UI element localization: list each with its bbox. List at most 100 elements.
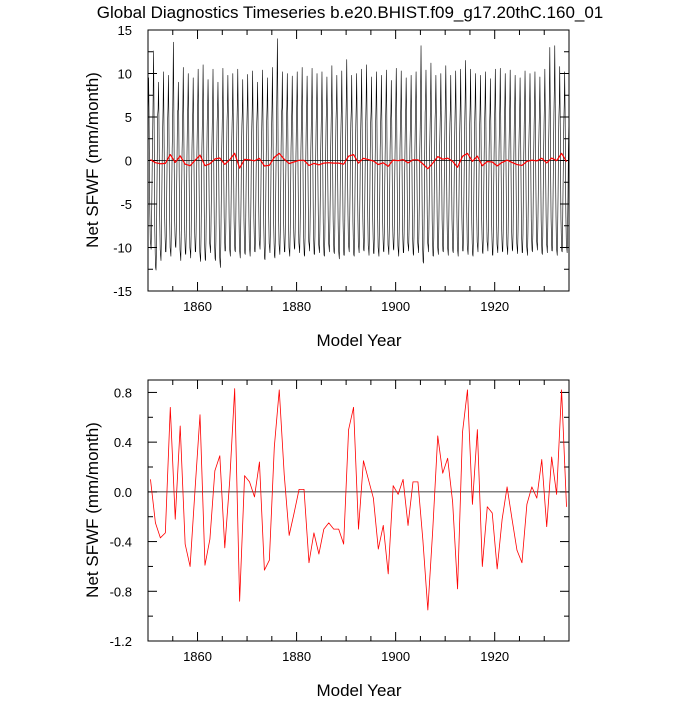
bottom-annual-point <box>184 543 186 545</box>
bottom-annual-point <box>333 528 335 530</box>
top-annual-point <box>467 153 468 154</box>
top-annual-point <box>283 158 285 160</box>
bottom-annual-point <box>472 503 473 505</box>
top-annual-point <box>323 162 325 164</box>
bottom-annual-point <box>496 568 498 570</box>
bottom-annual-series-line <box>150 388 567 611</box>
bottom-x-tick-label: 1900 <box>381 649 410 664</box>
bottom-y-tick-label: 0.4 <box>114 435 132 450</box>
top-annual-point <box>160 163 161 165</box>
bottom-annual-point <box>482 566 483 567</box>
top-annual-point <box>298 160 300 161</box>
top-annual-point <box>501 162 503 163</box>
bottom-annual-point <box>427 609 429 611</box>
top-annual-point <box>348 155 349 157</box>
bottom-annual-point <box>274 446 275 448</box>
top-annual-point <box>387 165 389 167</box>
bottom-annual-point <box>179 425 181 427</box>
top-annual-point <box>303 160 305 161</box>
top-annual-point <box>293 161 295 163</box>
top-annual-point <box>239 167 240 169</box>
top-annual-point <box>402 159 404 160</box>
bottom-annual-point <box>387 573 389 575</box>
top-annual-point <box>417 159 419 161</box>
bottom-annual-point <box>457 588 458 590</box>
top-annual-point <box>333 162 335 164</box>
top-annual-point <box>457 166 458 168</box>
top-x-tick-label: 1860 <box>183 299 212 314</box>
bottom-annual-point <box>452 501 453 503</box>
bottom-annual-point <box>531 486 533 488</box>
figure-title: Global Diagnostics Timeseries b.e20.BHIS… <box>97 3 604 22</box>
bottom-annual-point <box>402 479 404 480</box>
bottom-annual-point <box>536 497 538 499</box>
top-x-axis-title: Model Year <box>316 331 401 350</box>
bottom-annual-point <box>165 532 166 534</box>
top-annual-point <box>278 153 280 154</box>
top-y-tick-label: -15 <box>113 284 132 299</box>
bottom-annual-point <box>432 528 434 530</box>
top-annual-point <box>462 156 463 157</box>
bottom-annual-point <box>283 474 285 475</box>
top-y-tick-label: -5 <box>120 197 132 212</box>
top-annual-point <box>422 163 424 165</box>
bottom-annual-point <box>293 512 295 514</box>
bottom-annual-point <box>541 459 543 460</box>
top-annual-point <box>288 163 290 164</box>
top-annual-point <box>224 164 226 165</box>
bottom-annual-point <box>422 540 424 541</box>
top-annual-point <box>328 162 330 163</box>
bottom-annual-point <box>462 431 463 433</box>
top-annual-point <box>486 161 488 162</box>
top-annual-point <box>536 160 538 162</box>
top-annual-point <box>447 157 448 159</box>
top-annual-point <box>179 155 181 157</box>
bottom-annual-point <box>254 496 255 498</box>
top-annual-point <box>353 154 354 155</box>
bottom-annual-point <box>323 528 325 530</box>
bottom-annual-point <box>229 480 231 481</box>
bottom-annual-point <box>174 518 176 520</box>
bottom-annual-point <box>353 407 354 408</box>
top-annual-point <box>566 161 567 162</box>
top-annual-point <box>491 161 493 163</box>
top-annual-point <box>561 153 562 154</box>
bottom-annual-point <box>219 455 221 457</box>
bottom-annual-point <box>526 503 528 505</box>
bottom-annual-point <box>546 526 548 527</box>
top-annual-point <box>244 159 245 160</box>
bottom-annual-point <box>511 518 513 520</box>
top-annual-point <box>363 158 364 159</box>
top-annual-point <box>254 160 255 162</box>
top-annual-point <box>150 159 151 160</box>
top-panel: 1860 1880 1900 1920 -15 -10 -5 0 5 10 15 Model Yea… <box>83 23 570 350</box>
bottom-annual-point <box>378 548 379 550</box>
bottom-annual-point <box>486 506 488 508</box>
top-annual-point <box>209 163 211 165</box>
bottom-annual-point <box>308 562 310 563</box>
top-annual-point <box>313 163 315 164</box>
bottom-y-axis-title: Net SFWF (mm/month) <box>83 422 102 598</box>
top-annual-point <box>496 165 498 167</box>
top-annual-point <box>407 162 409 164</box>
top-annual-point <box>412 159 414 161</box>
bottom-annual-point <box>313 532 315 534</box>
top-annual-point <box>189 165 191 167</box>
top-annual-point <box>274 157 275 158</box>
bottom-annual-point <box>348 429 349 431</box>
bottom-annual-point <box>169 407 171 408</box>
bottom-annual-point <box>363 460 364 462</box>
bottom-annual-point <box>506 486 508 488</box>
bottom-y-tick-label: 0.8 <box>114 385 132 400</box>
bottom-annual-point <box>442 472 444 474</box>
top-annual-point <box>169 154 171 155</box>
bottom-annual-point <box>491 512 493 514</box>
top-annual-point <box>308 165 310 166</box>
bottom-y-tick-label: -1.2 <box>110 634 132 649</box>
top-annual-point <box>155 162 156 163</box>
top-x-tick-label: 1920 <box>480 299 509 314</box>
bottom-annual-point <box>269 559 270 561</box>
bottom-annual-point <box>224 547 226 549</box>
top-x-tick-label: 1880 <box>282 299 311 314</box>
